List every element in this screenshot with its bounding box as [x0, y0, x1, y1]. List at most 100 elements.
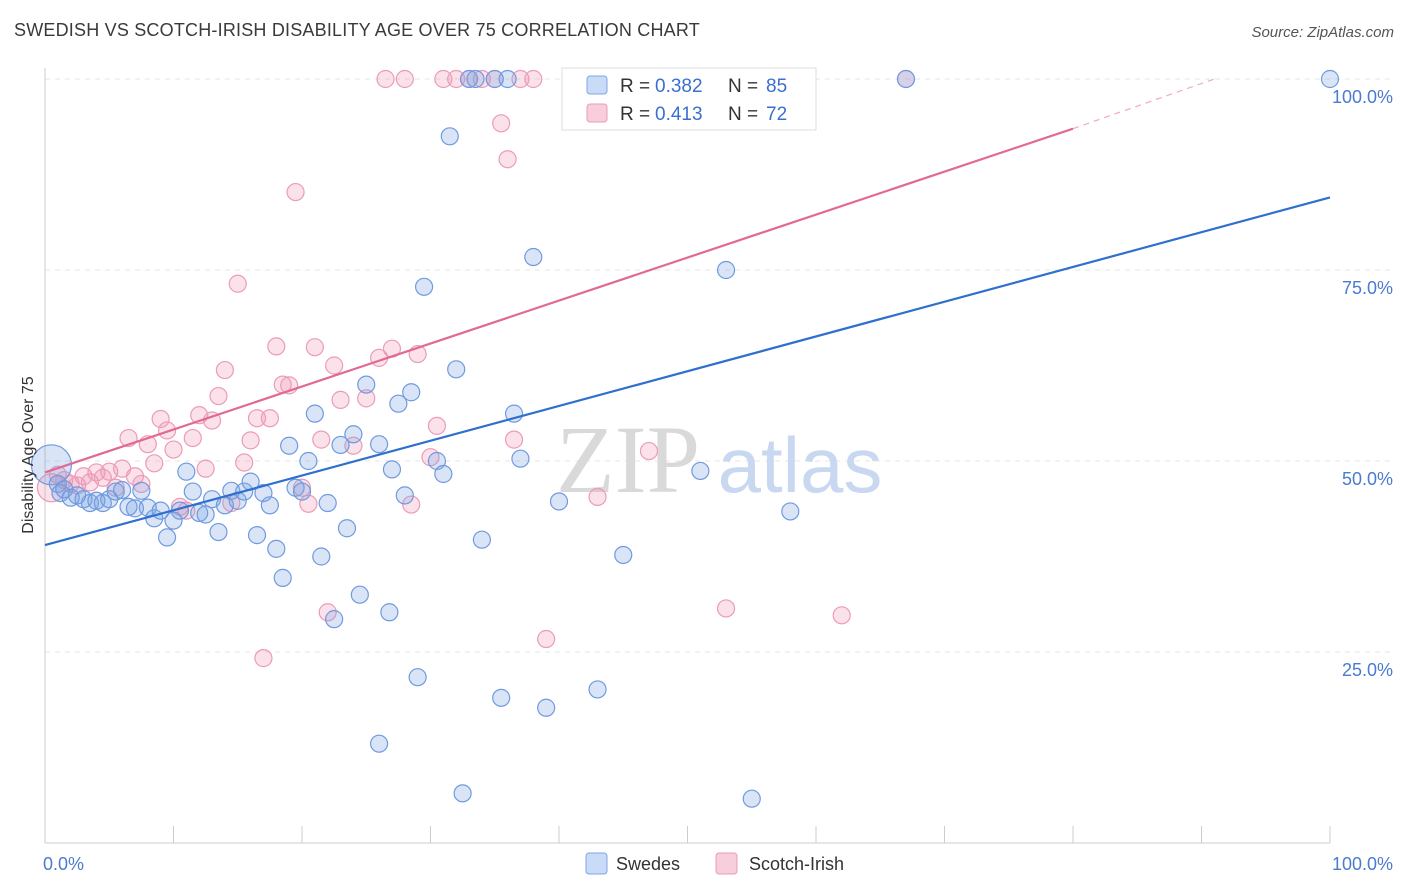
swedes-point	[588, 680, 607, 699]
swedes-point	[292, 482, 312, 501]
swedes-point	[1320, 69, 1340, 89]
scotch-irish-point	[145, 454, 164, 473]
swedes-point	[247, 526, 267, 545]
scotch-irish-trend-extension	[1072, 78, 1215, 130]
scotch-irish-point	[318, 603, 337, 622]
swedes-point	[209, 522, 228, 542]
scotch-irish-point	[524, 69, 543, 89]
swedes-point	[447, 360, 466, 379]
swedes-point	[485, 69, 504, 89]
bottom-legend-swatch-scotch-irish	[715, 852, 738, 875]
swedes-point	[100, 490, 119, 509]
scotch-irish-point	[305, 338, 324, 357]
axes	[44, 68, 1331, 844]
trend-lines	[44, 78, 1331, 547]
swedes-point	[742, 789, 761, 808]
bottom-legend: Swedes Scotch-Irish	[585, 852, 844, 875]
swedes-point	[453, 784, 472, 803]
swedes-point	[370, 734, 389, 753]
swedes-point	[177, 462, 196, 481]
x-tick-label-0: 0.0%	[43, 854, 84, 874]
chart-title: SWEDISH VS SCOTCH-IRISH DISABILITY AGE O…	[14, 20, 700, 40]
swedes-point	[132, 481, 151, 500]
swedes-point	[524, 247, 543, 267]
swedes-point	[183, 482, 202, 501]
swedes-point	[312, 547, 331, 566]
scotch-irish-point	[716, 599, 736, 618]
swedes-point	[414, 277, 434, 296]
scotch-irish-point	[331, 390, 350, 409]
swedes-trend-line	[44, 196, 1331, 547]
swedes-point	[325, 610, 344, 629]
swedes-point	[549, 492, 569, 511]
swedes-point	[125, 499, 145, 518]
scotch-irish-point	[247, 409, 267, 428]
swedes-point	[498, 69, 517, 89]
y-tick-label-100: 100.0%	[1332, 87, 1393, 107]
swedes-point	[472, 530, 491, 549]
legend-r-value-swedes: 0.382	[655, 76, 703, 97]
chart-source: Source: ZipAtlas.com	[1251, 24, 1394, 41]
scotch-irish-point	[312, 430, 331, 449]
legend-n-label-scotch-irish: N =	[728, 104, 758, 125]
swedes-point	[318, 493, 337, 513]
scotch-irish-point	[447, 69, 466, 89]
scotch-irish-point	[492, 114, 511, 133]
swedes-point	[896, 69, 916, 89]
legend: R = 0.382 N = 85 R = 0.413 N = 72	[561, 67, 817, 131]
legend-r-label-swedes: R =	[620, 76, 650, 97]
swedes-point	[691, 461, 710, 481]
swedes-point	[267, 539, 286, 558]
scotch-irish-point	[215, 360, 234, 380]
scotch-irish-point	[325, 356, 344, 375]
legend-n-value-swedes: 85	[766, 76, 787, 97]
y-tick-label-50: 50.0%	[1342, 469, 1393, 489]
y-tick-labels: 25.0% 50.0% 75.0% 100.0%	[1332, 87, 1393, 680]
x-tick-labels: 0.0% 100.0%	[43, 854, 1393, 874]
scotch-irish-point	[832, 606, 851, 625]
swedes-point	[440, 127, 459, 146]
swedes-point	[614, 545, 633, 565]
scotch-irish-trend-line	[44, 127, 1074, 474]
y-axis-label: Disability Age Over 75	[20, 376, 37, 534]
scotch-irish-point	[434, 69, 453, 89]
scotch-irish-point	[286, 182, 305, 202]
swedes-point	[305, 404, 324, 423]
scotch-irish-point	[157, 421, 177, 440]
scotch-irish-point	[498, 150, 517, 169]
swedes-point	[395, 486, 414, 505]
swedes-point	[337, 519, 357, 538]
scotch-irish-point	[241, 431, 260, 450]
swedes-point	[716, 260, 736, 280]
swedes-point	[434, 464, 453, 484]
y-tick-label-75: 75.0%	[1342, 278, 1393, 298]
swedes-point	[260, 496, 279, 515]
swedes-point	[781, 502, 800, 521]
legend-n-value-scotch-irish: 72	[766, 104, 787, 125]
legend-r-label-scotch-irish: R =	[620, 104, 650, 125]
swedes-point	[30, 444, 73, 486]
swedes-point	[459, 69, 479, 89]
swedes-point	[164, 511, 183, 530]
series-swedes	[30, 69, 1340, 808]
swedes-point	[389, 394, 408, 413]
swedes-point	[492, 688, 511, 707]
scotch-irish-point	[376, 69, 395, 89]
legend-swatch-swedes	[586, 75, 608, 95]
watermark-zip: ZIP	[556, 406, 700, 513]
swedes-point	[106, 482, 125, 501]
scotch-irish-point	[228, 274, 247, 293]
swedes-point	[357, 375, 376, 394]
swedes-point	[280, 436, 299, 455]
bottom-legend-label-scotch-irish: Scotch-Irish	[749, 854, 844, 874]
swedes-point	[466, 69, 485, 89]
scotch-irish-point	[183, 428, 202, 448]
legend-n-label-swedes: N =	[728, 76, 758, 97]
scotch-irish-point	[588, 487, 607, 507]
scotch-irish-point	[427, 416, 447, 435]
scotch-irish-point	[402, 495, 421, 514]
scotch-irish-point	[292, 478, 312, 497]
swedes-point	[196, 505, 215, 524]
bottom-legend-swatch-swedes	[585, 852, 608, 875]
y-tick-label-25: 25.0%	[1342, 660, 1393, 680]
